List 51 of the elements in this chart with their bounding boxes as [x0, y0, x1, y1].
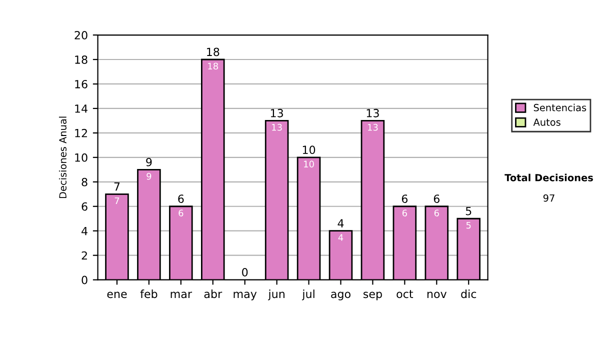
total-label: 13	[366, 108, 379, 118]
total-label: 10	[302, 146, 316, 154]
y-tick-label: 8	[82, 178, 88, 186]
x-tick-label: abr	[204, 290, 222, 298]
data-label: 6	[178, 210, 184, 216]
y-tick-label: 14	[75, 104, 88, 113]
legend-label: Sentencias	[534, 104, 586, 112]
x-tick-label: jun	[268, 290, 284, 300]
x-tick-label: jul	[302, 290, 314, 300]
x-tick-label: ago	[331, 292, 350, 300]
total-label: 4	[338, 219, 344, 228]
total-label: 6	[402, 194, 408, 204]
data-label: 4	[338, 234, 344, 241]
total-label: 13	[270, 108, 283, 118]
total-label: 7	[114, 182, 120, 191]
data-label: 18	[208, 62, 218, 70]
data-label: 13	[368, 124, 378, 131]
total-label: 18	[207, 48, 220, 56]
data-label: 13	[272, 124, 282, 131]
x-tick-label: oct	[396, 290, 414, 298]
x-tick-label: dic	[461, 290, 476, 298]
total-label: 0	[242, 268, 248, 276]
y-tick-label: 18	[75, 55, 88, 64]
y-tick-label: 6	[82, 202, 88, 211]
data-label: 6	[402, 210, 407, 216]
x-tick-label: mar	[170, 292, 192, 298]
total-label: 6	[434, 194, 440, 204]
data-label: 6	[434, 210, 439, 216]
y-tick-label: 4	[82, 226, 88, 236]
data-label: 7	[114, 197, 120, 204]
y-tick-label: 20	[74, 30, 88, 40]
data-label: 9	[146, 172, 152, 180]
text: Total Decisiones	[504, 174, 593, 182]
legend-label: Autos	[533, 118, 560, 126]
y-tick-label: 0	[82, 276, 88, 284]
y-tick-label: 12	[75, 128, 87, 138]
y-tick-label: 16	[75, 80, 88, 88]
x-tick-label: may	[234, 292, 257, 300]
x-tick-label: ene	[107, 292, 127, 298]
text: 97	[543, 194, 554, 202]
x-tick-label: feb	[140, 290, 158, 298]
y-tick-label: 10	[75, 153, 88, 162]
total-label: 6	[178, 194, 184, 204]
y-tick-label: 2	[82, 251, 87, 260]
total-label: 9	[146, 158, 152, 166]
x-tick-label: sep	[363, 292, 382, 300]
x-tick-label: nov	[427, 292, 447, 298]
data-label: 5	[466, 222, 471, 229]
y-axis-title: Decisiones Anual	[58, 116, 66, 198]
data-label: 10	[304, 160, 314, 168]
total-label: 5	[466, 206, 472, 216]
